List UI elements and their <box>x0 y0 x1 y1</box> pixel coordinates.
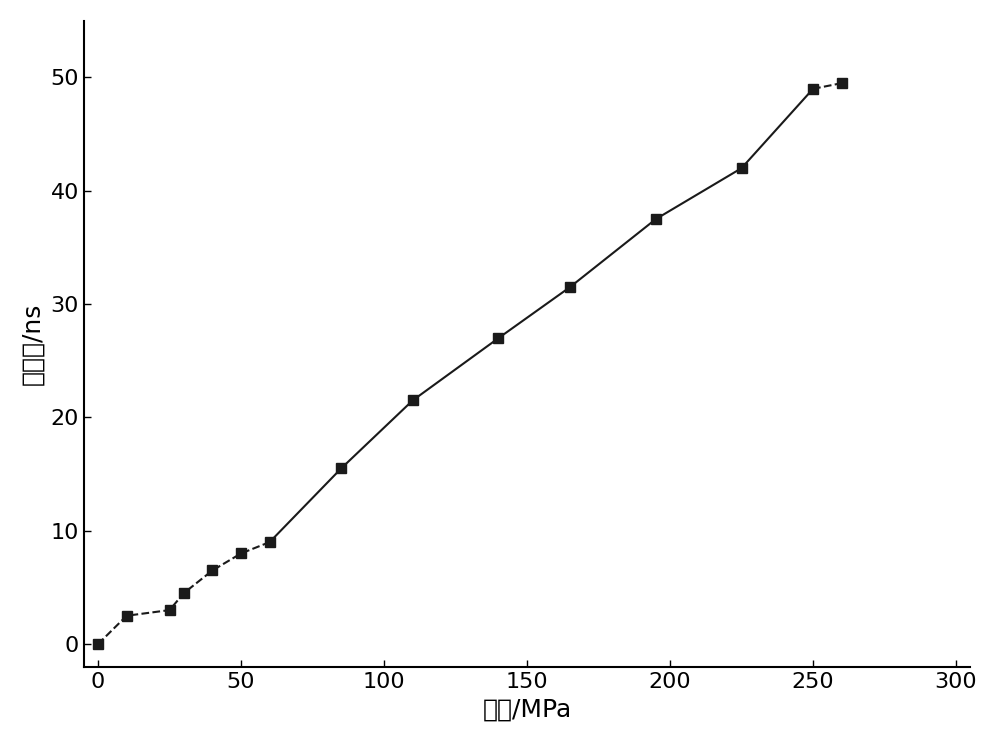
Y-axis label: 声时差/ns: 声时差/ns <box>21 303 45 385</box>
X-axis label: 应力/MPa: 应力/MPa <box>482 697 572 721</box>
